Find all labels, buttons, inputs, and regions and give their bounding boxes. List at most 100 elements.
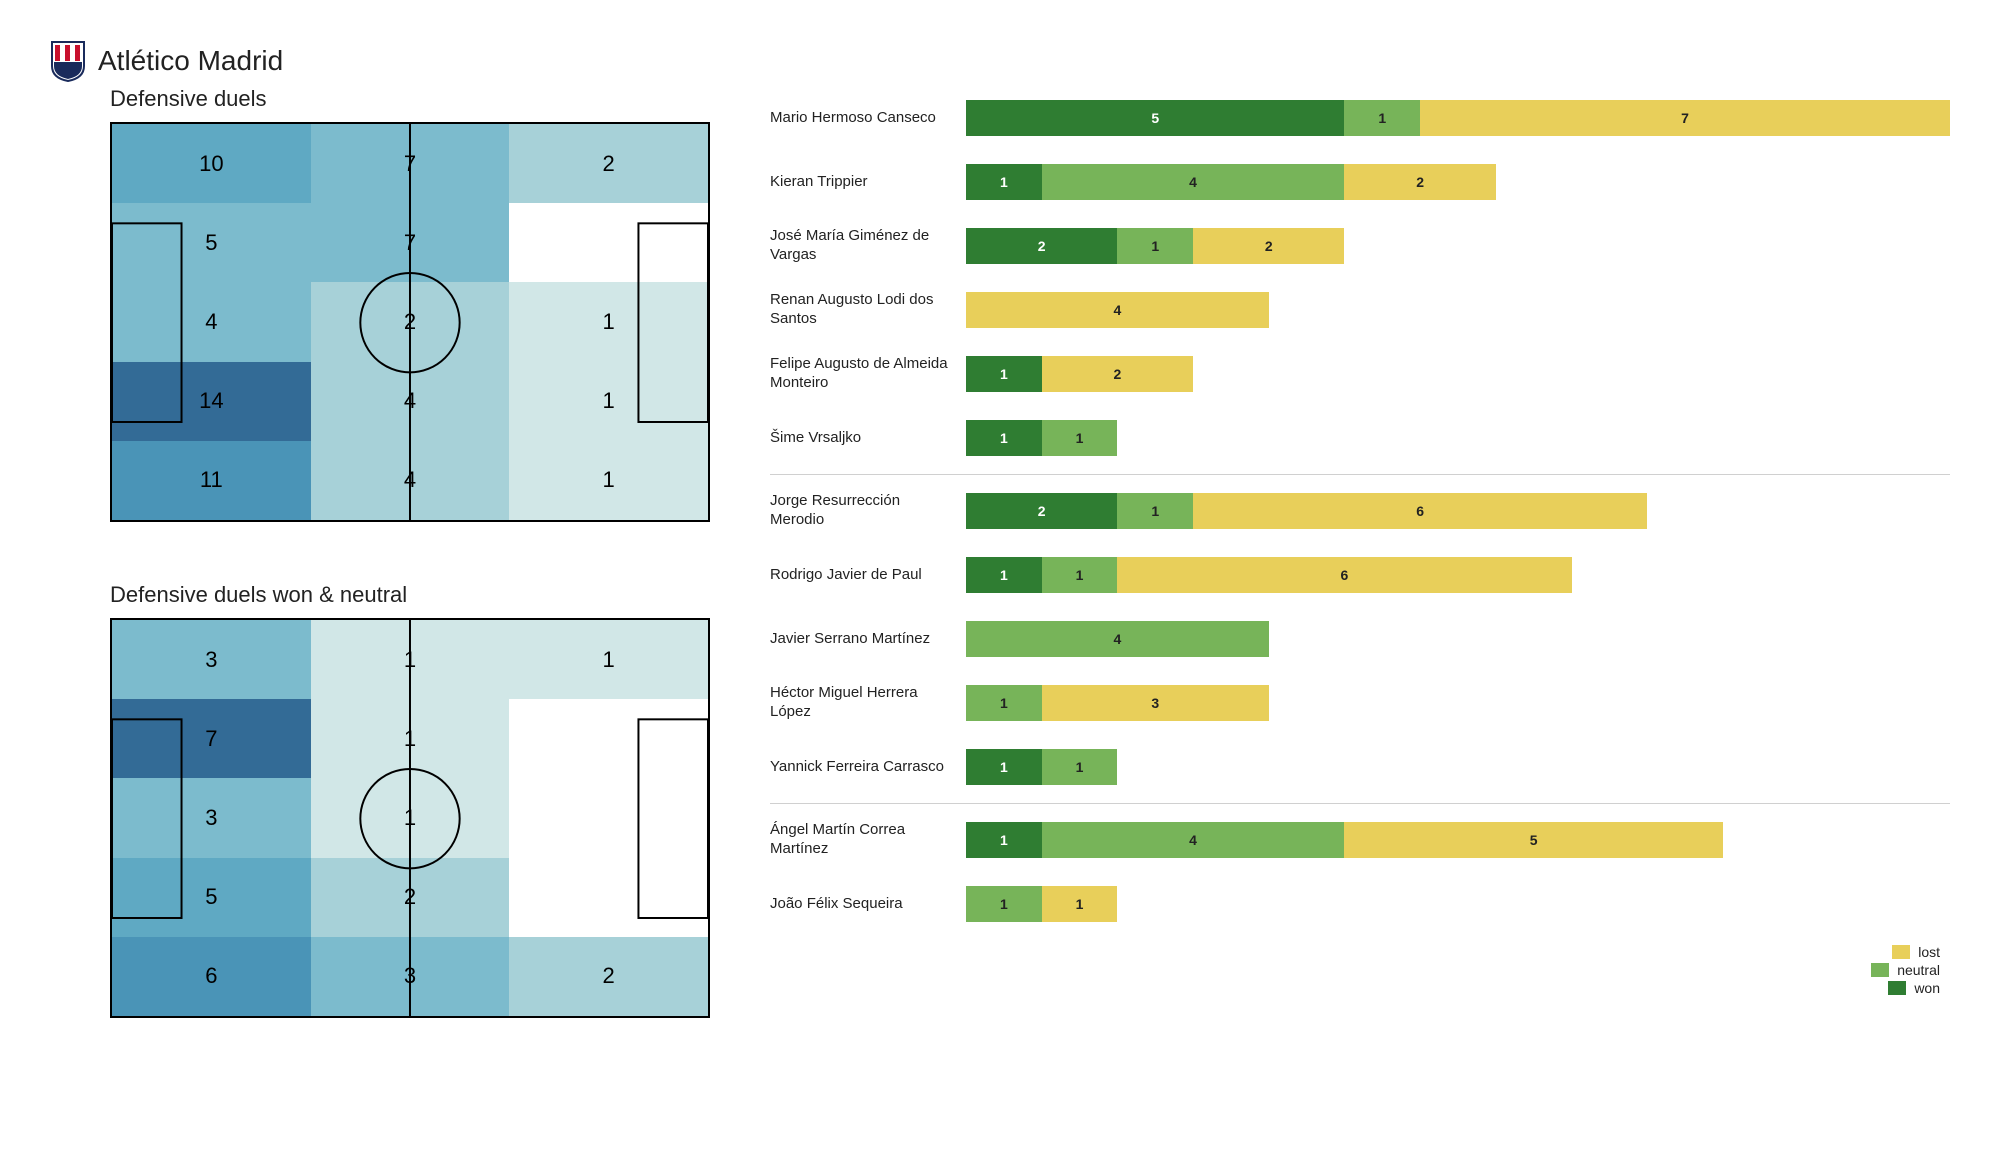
legend-item: won <box>1888 980 1940 996</box>
bar-segment-neutral: 1 <box>1042 420 1118 456</box>
bar-track: 142 <box>966 164 1950 200</box>
bar-segment-neutral: 1 <box>1117 493 1193 529</box>
heatmap-cell: 1 <box>509 620 708 699</box>
legend-label: lost <box>1918 944 1940 960</box>
bar-segment-lost: 2 <box>1042 356 1193 392</box>
team-name: Atlético Madrid <box>98 45 283 77</box>
player-name: Ángel Martín Correa Martínez <box>770 821 950 859</box>
bar-segment-won: 1 <box>966 557 1042 593</box>
heatmap-cell: 10 <box>112 124 311 203</box>
bar-segment-lost: 3 <box>1042 685 1269 721</box>
bar-segment-won: 1 <box>966 822 1042 858</box>
heatmap-grid: 10725742114411141 <box>112 124 708 520</box>
player-row: João Félix Sequeira11 <box>770 872 1950 936</box>
bar-track: 145 <box>966 822 1950 858</box>
team-crest-icon <box>50 40 86 82</box>
heatmap-block: Defensive duels10725742114411141 <box>110 86 710 522</box>
bar-segment-lost: 2 <box>1193 228 1344 264</box>
bar-segment-neutral: 1 <box>1042 749 1118 785</box>
heatmap-cell: 1 <box>509 282 708 361</box>
bar-segment-neutral: 1 <box>1042 557 1118 593</box>
group-divider <box>770 803 1950 804</box>
heatmap-cell: 3 <box>311 937 510 1016</box>
player-row: Kieran Trippier142 <box>770 150 1950 214</box>
heatmap-cell: 1 <box>311 699 510 778</box>
player-name: Rodrigo Javier de Paul <box>770 566 950 585</box>
player-row: Renan Augusto Lodi dos Santos 4 <box>770 278 1950 342</box>
heatmap-cell: 4 <box>112 282 311 361</box>
heatmap-cell: 3 <box>112 620 311 699</box>
bar-track: 4 <box>966 292 1950 328</box>
player-row: Šime Vrsaljko 11 <box>770 406 1950 470</box>
heatmap-cell: 6 <box>112 937 311 1016</box>
player-name: Jorge Resurrección Merodio <box>770 492 950 530</box>
bar-track: 11 <box>966 886 1950 922</box>
player-row: Mario Hermoso Canseco517 <box>770 86 1950 150</box>
player-row: Héctor Miguel Herrera López13 <box>770 671 1950 735</box>
heatmap-cell: 2 <box>509 124 708 203</box>
bar-segment-neutral: 4 <box>966 621 1269 657</box>
bar-segment-neutral: 1 <box>966 886 1042 922</box>
player-name: José María Giménez de Vargas <box>770 227 950 265</box>
bar-track: 116 <box>966 557 1950 593</box>
heatmap-cell: 7 <box>311 203 510 282</box>
heatmap-cell: 5 <box>112 203 311 282</box>
heatmap-cell: 2 <box>311 858 510 937</box>
player-name: Mario Hermoso Canseco <box>770 109 950 128</box>
heatmap-cell <box>509 858 708 937</box>
bar-segment-lost: 4 <box>966 292 1269 328</box>
bar-track: 216 <box>966 493 1950 529</box>
bar-segment-won: 2 <box>966 493 1117 529</box>
heatmap-cell: 4 <box>311 441 510 520</box>
heatmap-cell: 1 <box>311 620 510 699</box>
group-divider <box>770 474 1950 475</box>
player-row: Yannick Ferreira Carrasco 11 <box>770 735 1950 799</box>
heatmap-cell <box>509 699 708 778</box>
legend-label: neutral <box>1897 962 1940 978</box>
legend-swatch <box>1888 981 1906 995</box>
player-row: Ángel Martín Correa Martínez 145 <box>770 808 1950 872</box>
heatmap-cell: 2 <box>311 282 510 361</box>
legend-swatch <box>1892 945 1910 959</box>
heatmap-cell: 3 <box>112 778 311 857</box>
bar-segment-neutral: 1 <box>1344 100 1420 136</box>
bar-track: 4 <box>966 621 1950 657</box>
heatmap-title: Defensive duels <box>110 86 710 112</box>
bar-track: 11 <box>966 749 1950 785</box>
player-row: Rodrigo Javier de Paul116 <box>770 543 1950 607</box>
heatmap-cell <box>509 203 708 282</box>
players-column: Mario Hermoso Canseco517Kieran Trippier1… <box>770 86 1950 1078</box>
player-name: Felipe Augusto de Almeida Monteiro <box>770 355 950 393</box>
heatmap-cell: 4 <box>311 362 510 441</box>
legend-item: lost <box>1892 944 1940 960</box>
heatmap-cell: 7 <box>112 699 311 778</box>
bar-segment-lost: 1 <box>1042 886 1118 922</box>
bar-segment-won: 1 <box>966 164 1042 200</box>
legend-swatch <box>1871 963 1889 977</box>
bar-segment-lost: 6 <box>1117 557 1571 593</box>
player-name: Héctor Miguel Herrera López <box>770 684 950 722</box>
players-list: Mario Hermoso Canseco517Kieran Trippier1… <box>770 86 1950 936</box>
legend: lost neutral won <box>770 944 1950 996</box>
legend-item: neutral <box>1871 962 1940 978</box>
bar-segment-neutral: 4 <box>1042 822 1345 858</box>
player-name: Javier Serrano Martínez <box>770 630 950 649</box>
player-row: José María Giménez de Vargas212 <box>770 214 1950 278</box>
bar-segment-lost: 6 <box>1193 493 1647 529</box>
player-name: Yannick Ferreira Carrasco <box>770 758 950 777</box>
heatmap-cell: 1 <box>311 778 510 857</box>
heatmaps-column: Defensive duels10725742114411141 Defensi… <box>50 86 710 1078</box>
header: Atlético Madrid <box>50 40 1950 82</box>
bar-track: 11 <box>966 420 1950 456</box>
player-name: Renan Augusto Lodi dos Santos <box>770 291 950 329</box>
bar-segment-lost: 5 <box>1344 822 1722 858</box>
player-name: Šime Vrsaljko <box>770 429 950 448</box>
heatmap-cell: 7 <box>311 124 510 203</box>
heatmap-grid: 311713152632 <box>112 620 708 1016</box>
bar-segment-neutral: 4 <box>1042 164 1345 200</box>
bar-segment-won: 1 <box>966 356 1042 392</box>
heatmap-title: Defensive duels won & neutral <box>110 582 710 608</box>
bar-segment-won: 2 <box>966 228 1117 264</box>
heatmap-cell: 5 <box>112 858 311 937</box>
heatmap-cell: 11 <box>112 441 311 520</box>
